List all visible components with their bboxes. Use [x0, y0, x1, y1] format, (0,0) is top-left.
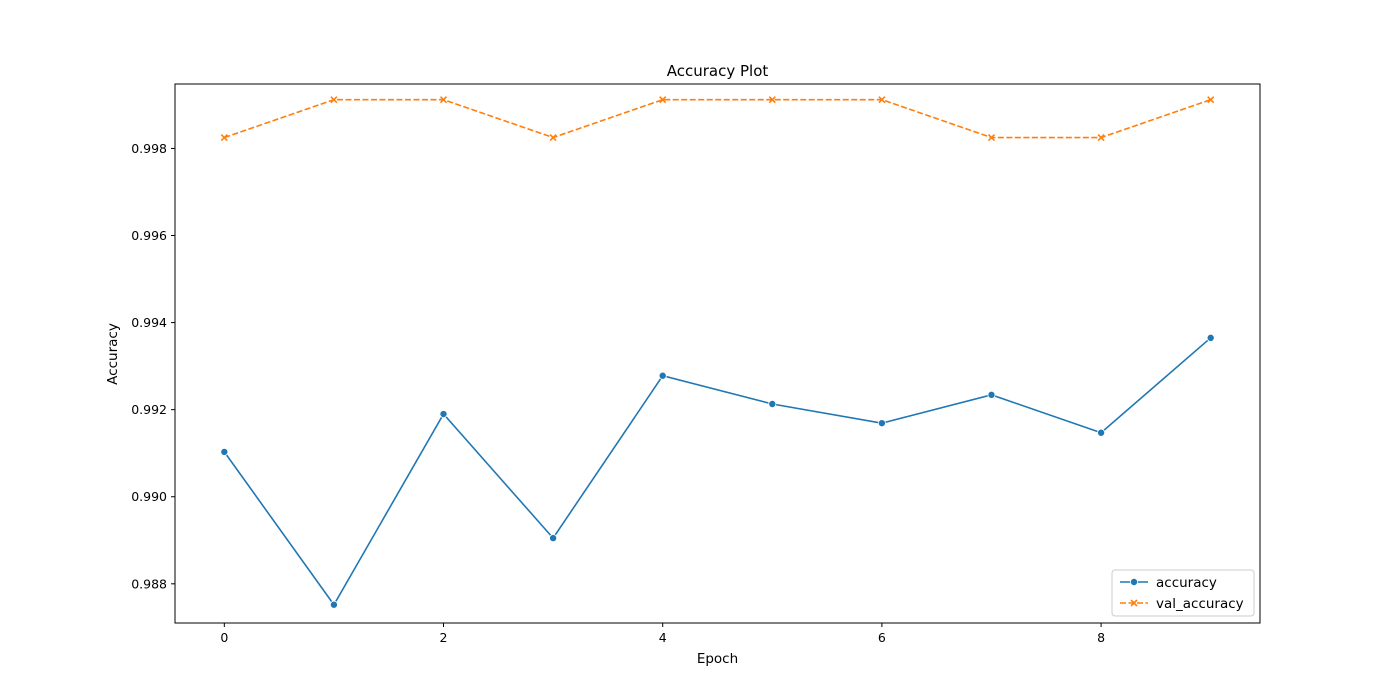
y-tick-label: 0.994 — [131, 315, 167, 330]
x-tick-label: 6 — [878, 630, 886, 645]
data-point-val_accuracy-stroke-b — [330, 96, 338, 104]
data-point-accuracy — [877, 419, 886, 428]
y-tick-label: 0.996 — [131, 228, 167, 243]
data-point-val_accuracy — [659, 96, 667, 104]
y-tick-label: 0.990 — [131, 489, 167, 504]
legend-marker-accuracy — [1130, 578, 1139, 587]
data-point-val_accuracy — [768, 96, 776, 104]
data-point-accuracy — [987, 390, 996, 399]
legend-marker-val_accuracy-stroke-b — [1130, 599, 1138, 607]
x-tick-label: 2 — [440, 630, 448, 645]
plot-frame — [174, 83, 1261, 624]
y-axis: 0.988 0.990 0.992 0.994 0.996 0.998 — [131, 141, 175, 591]
y-tick-label: 0.988 — [131, 576, 167, 591]
data-point-val_accuracy — [987, 133, 996, 142]
legend: accuracy val_accuracy — [1111, 569, 1255, 617]
data-point-accuracy — [658, 371, 667, 380]
data-point-val_accuracy — [878, 96, 886, 104]
legend-label-accuracy: accuracy — [1156, 575, 1217, 591]
data-point-accuracy — [439, 410, 448, 419]
data-point-val_accuracy-stroke-b — [768, 96, 776, 104]
data-point-val_accuracy-stroke-b — [1097, 133, 1105, 142]
chart-title: Accuracy Plot — [667, 62, 769, 80]
x-tick-label: 8 — [1097, 630, 1105, 645]
legend-marker-val_accuracy — [1130, 599, 1138, 607]
data-point-val_accuracy-stroke-b — [549, 133, 557, 142]
data-point-val_accuracy — [1097, 133, 1105, 142]
data-point-val_accuracy — [1207, 96, 1215, 104]
series-val_accuracy — [220, 96, 1215, 142]
data-point-val_accuracy — [439, 96, 448, 104]
data-point-accuracy — [549, 534, 558, 543]
data-point-accuracy — [1206, 333, 1215, 342]
data-point-accuracy — [768, 400, 777, 409]
y-tick-label: 0.998 — [131, 141, 167, 156]
x-axis: 0 2 4 6 8 — [220, 623, 1105, 645]
series-line-accuracy — [223, 337, 1212, 607]
data-point-val_accuracy — [330, 96, 338, 104]
data-point-val_accuracy-stroke-b — [1207, 96, 1215, 104]
data-point-val_accuracy-stroke-b — [439, 96, 448, 104]
x-tick-label: 4 — [659, 630, 667, 645]
series-layer — [220, 96, 1215, 609]
data-point-val_accuracy-stroke-b — [220, 133, 228, 142]
data-point-accuracy — [329, 600, 338, 609]
series-accuracy — [220, 333, 1215, 609]
data-point-val_accuracy-stroke-b — [878, 96, 886, 104]
data-point-val_accuracy-stroke-b — [659, 96, 667, 104]
series-line-val_accuracy — [224, 98, 1211, 139]
x-tick-label: 0 — [220, 630, 228, 645]
data-point-accuracy — [1097, 428, 1106, 437]
data-point-val_accuracy — [220, 133, 228, 142]
data-point-val_accuracy — [549, 133, 557, 142]
legend-label-val_accuracy: val_accuracy — [1156, 596, 1244, 612]
y-tick-label: 0.992 — [131, 402, 167, 417]
data-point-accuracy — [220, 447, 229, 456]
y-axis-label: Accuracy — [105, 323, 121, 385]
x-axis-label: Epoch — [697, 651, 738, 667]
data-point-val_accuracy-stroke-b — [987, 133, 996, 142]
